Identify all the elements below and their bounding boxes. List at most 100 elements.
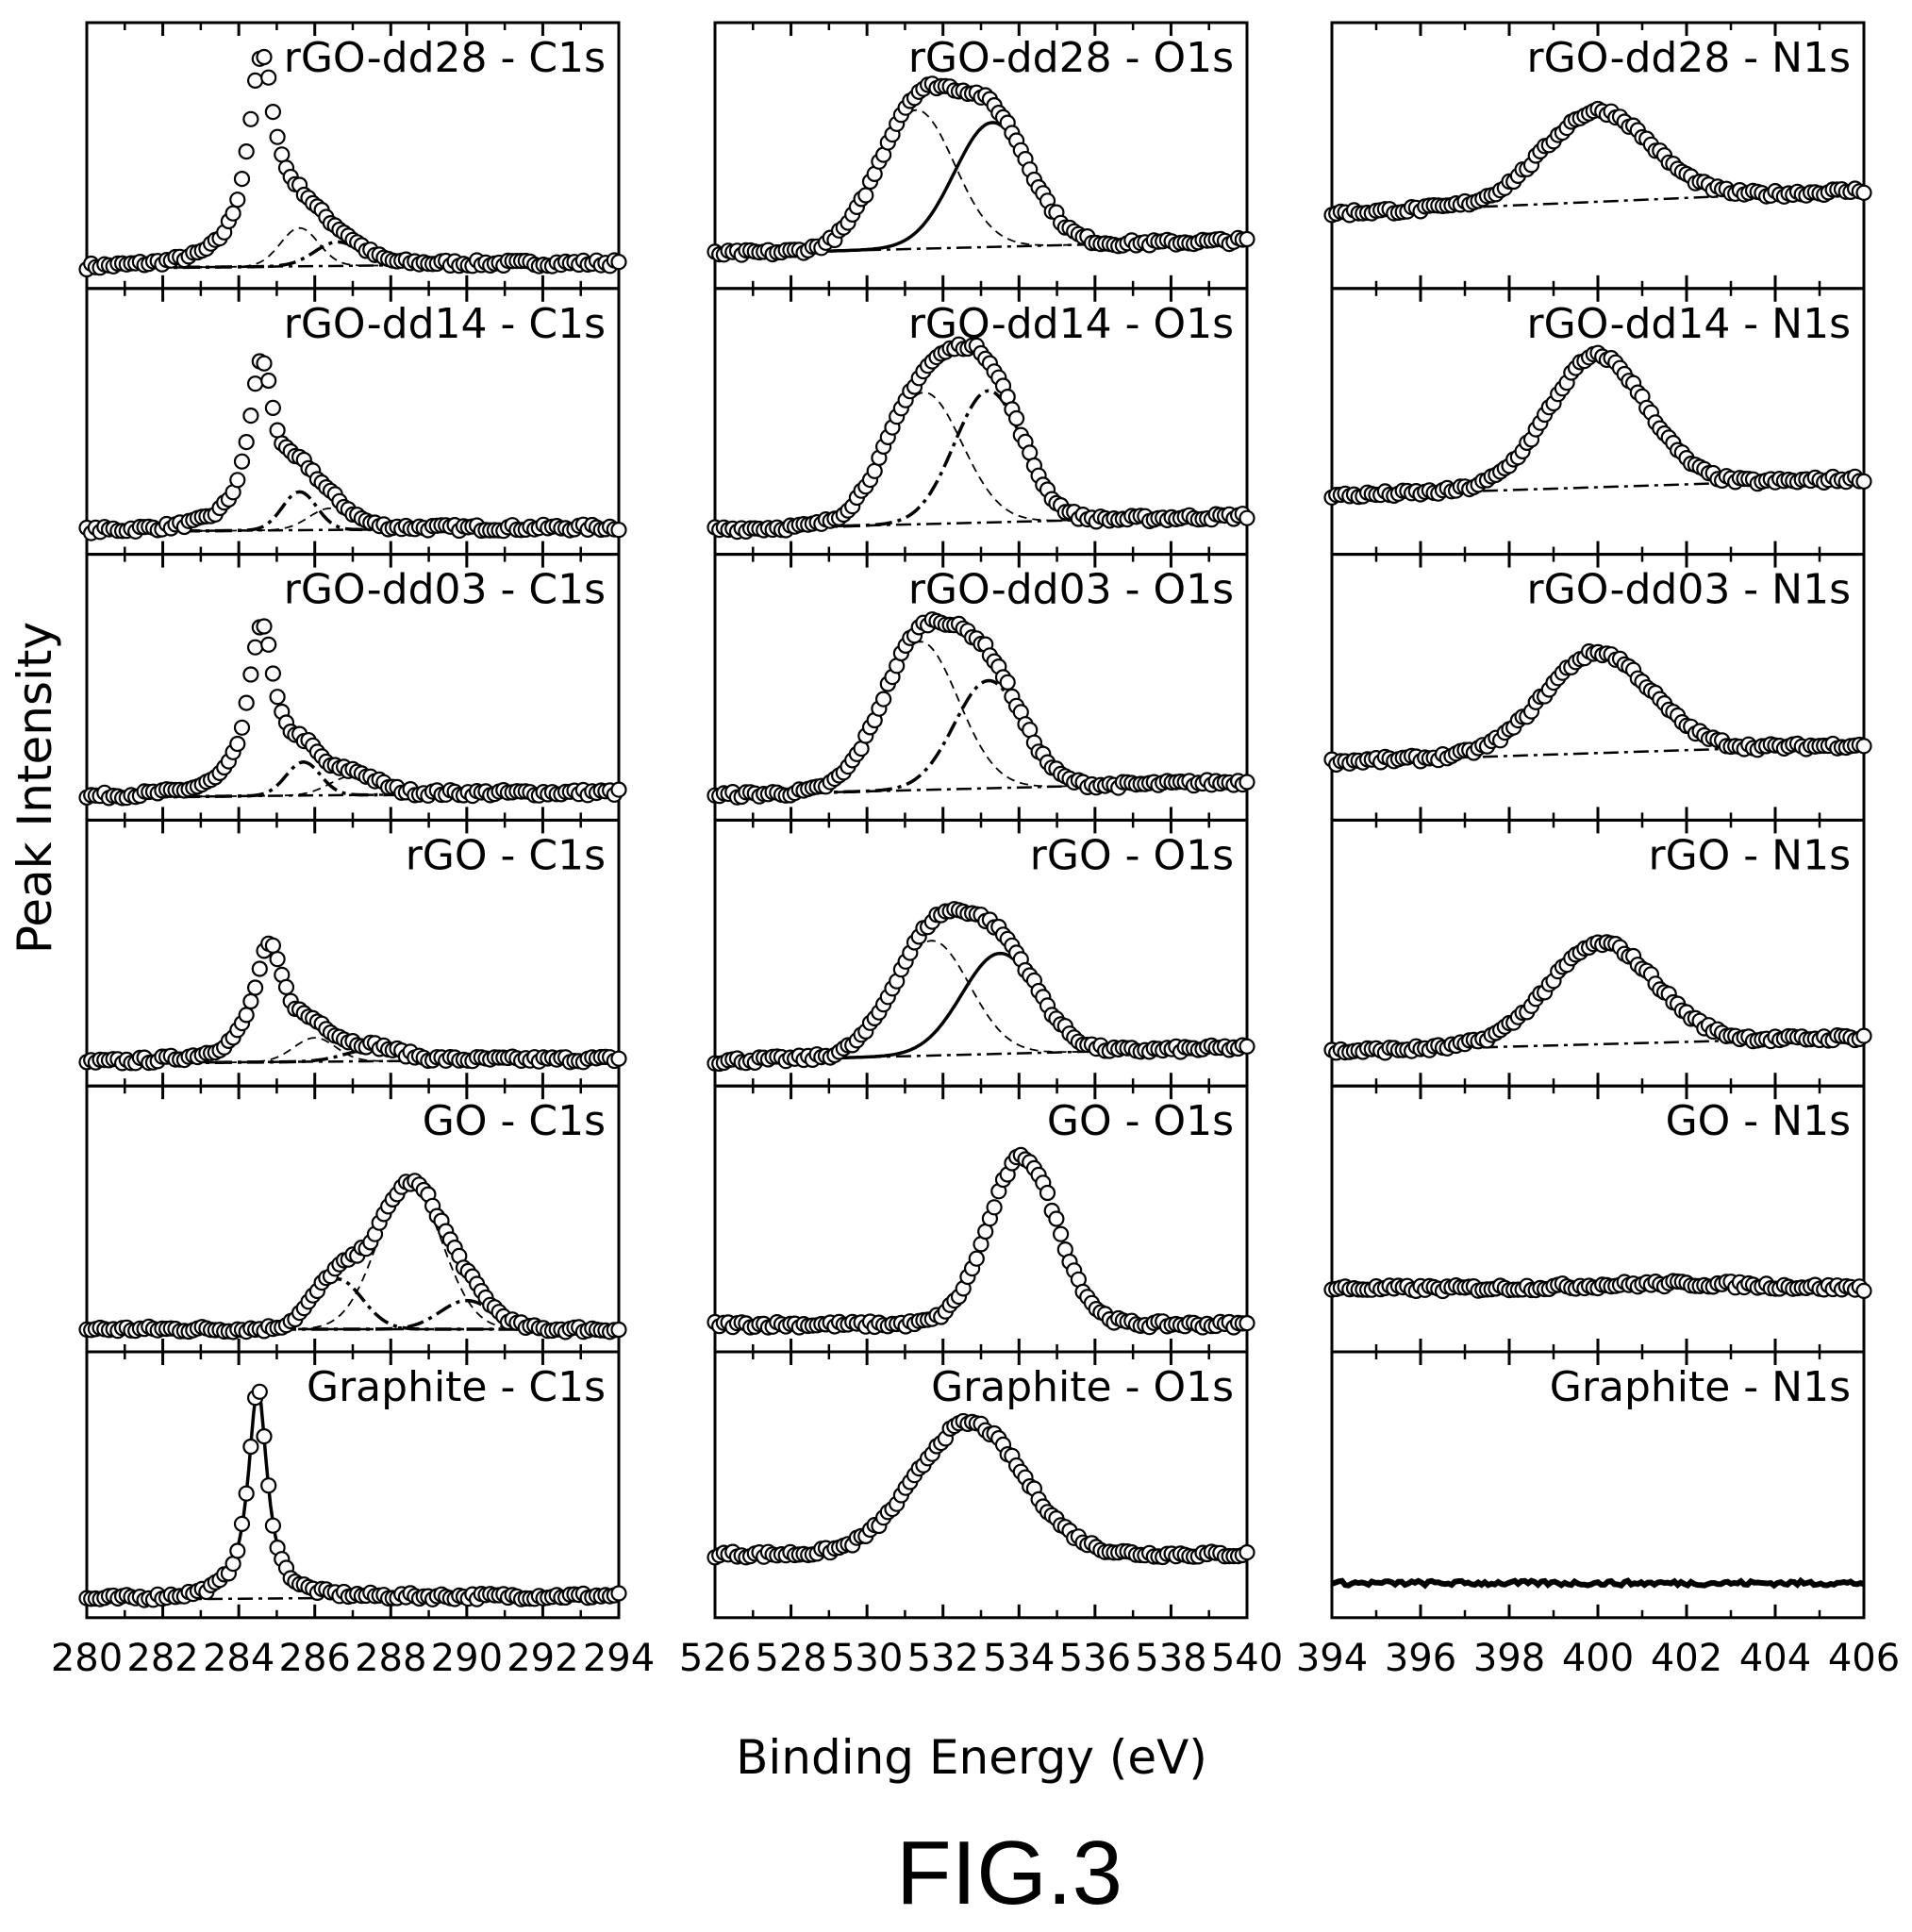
data-point — [1239, 230, 1255, 248]
fit-component-curve — [714, 391, 1248, 530]
data-point — [247, 375, 264, 392]
data-point — [238, 143, 255, 160]
panel-label: rGO - N1s — [1649, 831, 1852, 879]
data-point — [238, 694, 255, 711]
data-point — [260, 69, 277, 86]
data-point — [233, 719, 251, 736]
data-point — [233, 171, 251, 188]
x-tick-label: 286 — [279, 1637, 351, 1680]
data-point — [242, 408, 259, 425]
panel-label: GO - C1s — [423, 1097, 606, 1145]
data-point — [264, 399, 281, 416]
data-point — [251, 1383, 268, 1400]
data-point — [247, 639, 264, 656]
data-point — [260, 372, 277, 390]
x-tick-label: 396 — [1385, 1637, 1456, 1680]
fit-component-curve — [714, 389, 1248, 531]
data-point — [229, 1542, 246, 1559]
panel-rgo-dd14-n1s: rGO-dd14 - N1s — [1323, 287, 1872, 557]
data-point — [1239, 1543, 1255, 1561]
data-point — [610, 1585, 627, 1602]
panel-label: rGO-dd28 - O1s — [908, 34, 1234, 82]
panel-rgo-dd14-c1s: rGO-dd14 - C1s — [78, 287, 627, 557]
data-point — [229, 472, 246, 489]
x-tick-label: 280 — [51, 1637, 123, 1680]
panel-grid: rGO-dd28 - C1s rGO-dd14 - C1s rGO-dd03 - C… — [51, 21, 1900, 1680]
figure-label: FIG.3 — [896, 1823, 1122, 1924]
data-point — [256, 1427, 273, 1445]
data-point — [256, 355, 273, 372]
data-point — [256, 48, 273, 66]
data-point — [1048, 1210, 1065, 1227]
data-point — [264, 103, 281, 121]
data-point — [610, 522, 627, 539]
panel-rgo-n1s: rGO - N1s — [1323, 818, 1872, 1088]
panel-graphite-o1s: Graphite - O1s 526 528 530 532 534 536 538 540 — [679, 1350, 1283, 1680]
panel-label: rGO-dd28 - C1s — [284, 34, 606, 82]
data-point — [264, 937, 281, 954]
panel-rgo-dd28-n1s: rGO-dd28 - N1s — [1323, 21, 1872, 291]
data-point — [986, 1199, 1003, 1216]
data-point — [968, 1250, 985, 1267]
panel-label: rGO-dd14 - N1s — [1527, 300, 1851, 348]
data-point — [260, 636, 277, 653]
data-point — [1052, 1225, 1070, 1242]
panel-label: Graphite - C1s — [307, 1363, 606, 1411]
data-point — [242, 110, 259, 127]
panel-label: GO - O1s — [1047, 1097, 1234, 1145]
panel-rgo-dd28-o1s: rGO-dd28 - O1s — [707, 21, 1255, 291]
panel-label: Graphite - O1s — [931, 1363, 1234, 1411]
panel-rgo-dd03-c1s: rGO-dd03 - C1s — [78, 553, 627, 822]
data-point — [274, 146, 291, 163]
data-point — [1855, 738, 1872, 755]
panel-label: rGO-dd03 - N1s — [1527, 566, 1851, 614]
panel-label: rGO - O1s — [1030, 831, 1234, 879]
panel-rgo-dd03-n1s: rGO-dd03 - N1s — [1323, 553, 1872, 822]
x-tick-label: 406 — [1828, 1637, 1900, 1680]
fit-component-curve — [87, 1384, 620, 1601]
data-point — [1239, 1314, 1255, 1332]
data-point — [610, 1050, 627, 1067]
panel-rgo-dd14-o1s: rGO-dd14 - O1s — [707, 287, 1255, 557]
data-point — [264, 665, 281, 682]
x-tick-label: 398 — [1473, 1637, 1545, 1680]
x-tick-label: 526 — [679, 1637, 751, 1680]
panel-label: Graphite - N1s — [1550, 1363, 1851, 1411]
y-axis-title: Peak Intensity — [8, 622, 62, 954]
data-point — [269, 128, 286, 145]
fit-component-curve — [714, 641, 1248, 796]
data-point — [866, 462, 883, 479]
x-axis-title: Binding Energy (eV) — [736, 1730, 1207, 1785]
data-point — [610, 1321, 627, 1339]
x-tick-label: 282 — [126, 1637, 198, 1680]
x-tick-label: 402 — [1651, 1637, 1722, 1680]
data-point — [1039, 1184, 1056, 1202]
panel-graphite-c1s: Graphite - C1s 280 282 284 286 288 290 292 294 — [51, 1350, 655, 1680]
panel-rgo-c1s: rGO - C1s — [78, 818, 627, 1088]
data-point — [857, 187, 874, 204]
data-point — [269, 689, 286, 706]
data-point — [269, 422, 286, 439]
panel-rgo-o1s: rGO - O1s — [707, 818, 1255, 1088]
x-tick-label: 292 — [507, 1637, 578, 1680]
data-point — [229, 192, 246, 208]
panel-label: rGO - C1s — [406, 831, 606, 879]
data-point — [1239, 1038, 1255, 1055]
data-point — [610, 254, 627, 271]
data-point — [238, 434, 255, 451]
data-point — [260, 1477, 277, 1494]
data-point — [269, 951, 286, 968]
data-point — [242, 992, 259, 1010]
data-point — [610, 781, 627, 798]
data-point — [238, 1007, 255, 1024]
data-point — [1855, 1282, 1872, 1300]
panel-label: rGO-dd14 - C1s — [284, 300, 606, 348]
x-tick-label: 294 — [583, 1637, 655, 1680]
data-point — [874, 691, 892, 708]
x-tick-label: 394 — [1296, 1637, 1368, 1680]
data-point — [1239, 509, 1255, 526]
panel-rgo-dd28-c1s: rGO-dd28 - C1s — [78, 21, 627, 291]
data-point — [264, 1517, 281, 1534]
data-point — [1855, 473, 1872, 490]
